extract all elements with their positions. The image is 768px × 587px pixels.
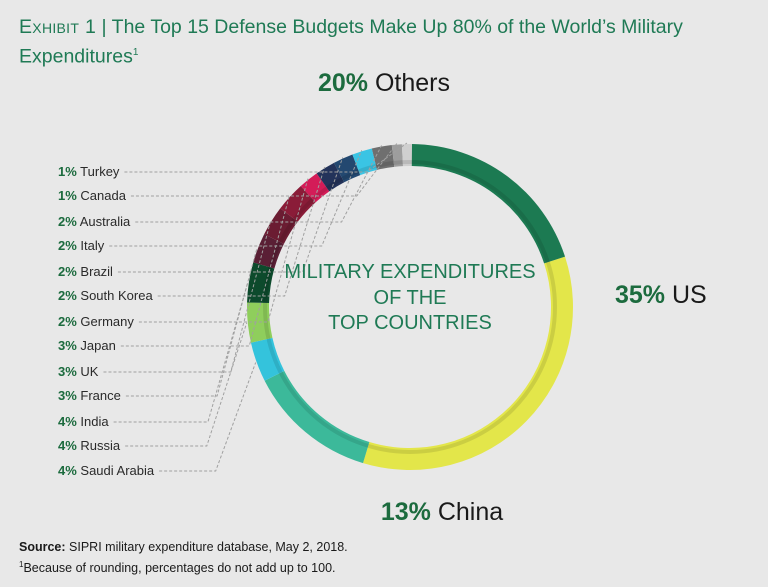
label-south-korea: 2% South Korea xyxy=(58,288,153,303)
leader-uk xyxy=(103,220,272,373)
slice-russia xyxy=(247,302,273,343)
label-japan: 3% Japan xyxy=(58,338,116,353)
center-label-line-1: MILITARY EXPENDITURES xyxy=(284,261,535,283)
slice-france xyxy=(253,234,284,269)
big-label-others: 20% Others xyxy=(318,69,450,97)
center-label-line-2: OF THE xyxy=(374,287,447,309)
chart-footer: Source: SIPRI military expenditure datab… xyxy=(19,539,348,577)
leader-south-korea xyxy=(157,166,326,297)
label-brazil: 2% Brazil xyxy=(58,264,113,279)
title-separator: | xyxy=(101,16,107,38)
source-line: Source: SIPRI military expenditure datab… xyxy=(19,539,348,556)
label-france: 3% France xyxy=(58,388,121,403)
donut-ring xyxy=(247,144,573,470)
ring-inner-shade xyxy=(263,160,557,454)
slice-brazil xyxy=(333,154,361,183)
leader-saudi-arabia xyxy=(159,362,257,472)
leader-turkey xyxy=(124,142,408,173)
label-canada: 1% Canada xyxy=(58,188,127,203)
big-label-us: 35% US xyxy=(615,281,707,309)
slice-china xyxy=(264,370,370,464)
center-label: MILITARY EXPENDITURES OF THE TOP COUNTRIES xyxy=(284,261,535,334)
leader-india xyxy=(113,281,249,423)
slice-germany xyxy=(300,173,330,203)
leader-germany xyxy=(138,178,309,323)
slice-south-korea xyxy=(316,162,345,192)
slice-others xyxy=(411,144,566,264)
leader-lines xyxy=(103,142,408,472)
title-footnote-marker: 1 xyxy=(132,47,139,58)
leader-canada xyxy=(130,143,398,197)
slice-labels: 35% US 13% China 4% Saudi Arabia 4% Russia 4… xyxy=(58,69,707,526)
label-germany: 2% Germany xyxy=(58,314,134,329)
leader-australia xyxy=(135,145,383,223)
label-italy: 2% Italy xyxy=(58,238,105,253)
center-label-line-3: TOP COUNTRIES xyxy=(328,312,492,334)
slice-turkey xyxy=(401,144,413,167)
slice-canada xyxy=(391,144,403,167)
slice-australia xyxy=(371,145,395,170)
slice-us xyxy=(363,256,573,470)
source-label: Source: xyxy=(19,540,66,554)
slice-japan xyxy=(280,185,316,222)
label-india: 4% India xyxy=(58,414,109,429)
leader-italy xyxy=(109,150,363,247)
footnote-line: 1Because of rounding, percentages do not… xyxy=(19,556,348,577)
source-text: SIPRI military expenditure database, May… xyxy=(69,540,348,554)
chart-title: Exhibit 1 | The Top 15 Defense Budgets M… xyxy=(19,15,749,70)
leader-france xyxy=(125,247,258,397)
title-text: The Top 15 Defense Budgets Make Up 80% o… xyxy=(19,16,683,68)
slice-italy xyxy=(352,148,377,176)
label-australia: 2% Australia xyxy=(58,214,131,229)
big-label-china: 13% China xyxy=(381,498,503,526)
leader-russia xyxy=(125,322,248,447)
footnote-text: Because of rounding, percentages do not … xyxy=(23,561,336,576)
label-saudi-arabia: 4% Saudi Arabia xyxy=(58,463,155,478)
slice-india xyxy=(247,262,275,304)
label-turkey: 1% Turkey xyxy=(58,164,120,179)
leader-brazil xyxy=(117,157,344,273)
exhibit-label: Exhibit 1 xyxy=(19,16,97,38)
label-uk: 3% UK xyxy=(58,364,99,379)
slice-saudi-arabia xyxy=(250,337,285,381)
label-russia: 4% Russia xyxy=(58,438,121,453)
footnote-marker: 1 xyxy=(19,560,24,569)
